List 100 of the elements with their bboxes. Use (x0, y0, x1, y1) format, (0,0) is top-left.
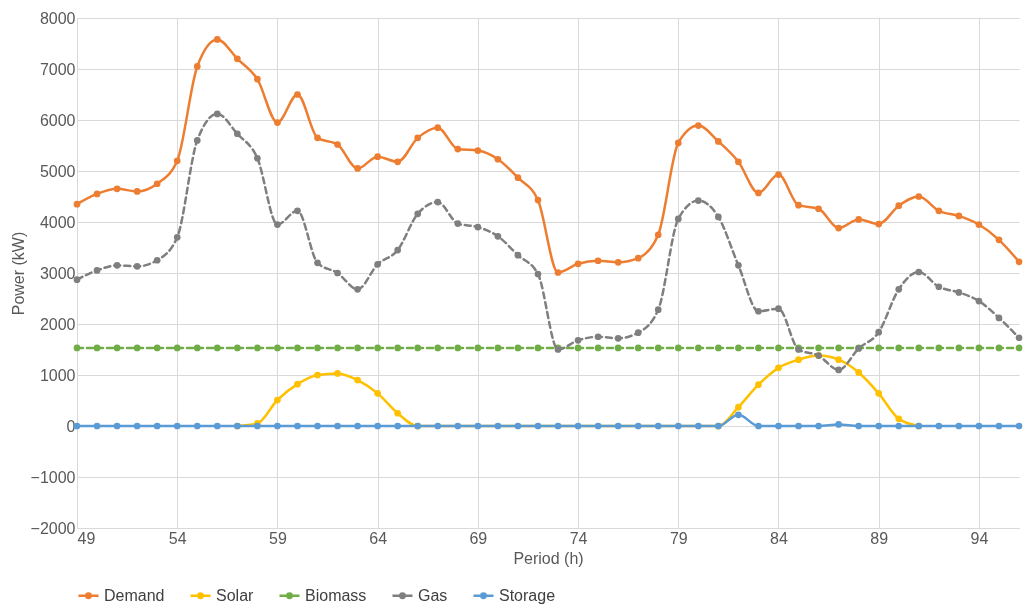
point (694, 197, 702, 204)
point (634, 329, 642, 337)
point (915, 193, 923, 200)
point (975, 221, 983, 228)
point (173, 344, 181, 352)
point (193, 422, 201, 430)
point (133, 422, 141, 430)
point (735, 344, 742, 352)
point (935, 422, 943, 430)
point (133, 263, 141, 270)
point (1015, 422, 1023, 430)
point (254, 154, 261, 162)
point (294, 207, 301, 215)
point (614, 334, 622, 342)
point (534, 196, 542, 204)
point (654, 344, 662, 352)
point (394, 422, 402, 430)
point (93, 344, 101, 352)
point (474, 223, 482, 231)
point (594, 257, 602, 265)
point (534, 344, 542, 352)
point (835, 356, 842, 364)
point (835, 224, 842, 232)
point (494, 344, 502, 352)
point (354, 422, 361, 430)
point (935, 207, 943, 215)
y-axis-title: Power (kW) (9, 231, 27, 316)
x-tick-label: 64 (369, 529, 388, 547)
point (554, 422, 562, 430)
y-tick-label: −1000 (30, 468, 76, 486)
point (795, 201, 802, 209)
x-tick-label: 54 (168, 529, 187, 547)
point (454, 422, 462, 430)
point (534, 422, 542, 430)
point (294, 91, 301, 98)
point (354, 376, 361, 384)
point (654, 306, 662, 314)
point (334, 422, 341, 430)
point (173, 233, 181, 241)
point (274, 119, 281, 126)
point (233, 55, 241, 63)
point (895, 422, 903, 430)
point (835, 366, 842, 374)
y-tick-label: 1000 (39, 366, 76, 384)
x-tick-label: 84 (770, 529, 788, 547)
x-tick-label: 74 (569, 529, 588, 547)
point (454, 145, 462, 153)
point (935, 283, 943, 291)
point (715, 344, 722, 352)
point (254, 344, 261, 352)
point (574, 336, 582, 344)
point (895, 285, 903, 293)
point (514, 174, 522, 181)
point (755, 189, 762, 197)
point (514, 344, 522, 352)
point (614, 422, 622, 430)
point (574, 260, 582, 268)
point (674, 344, 682, 352)
legend-label: Biomass (305, 586, 367, 604)
point (674, 139, 682, 147)
point (153, 344, 161, 352)
point (394, 344, 402, 352)
point (294, 422, 301, 430)
x-tick-label: 79 (669, 529, 688, 547)
point (654, 231, 662, 239)
point (334, 269, 341, 277)
point (875, 344, 883, 352)
point (1015, 258, 1023, 266)
point (434, 422, 442, 430)
point (374, 422, 381, 430)
point (213, 344, 221, 352)
point (955, 212, 963, 220)
point (995, 344, 1003, 352)
point (975, 422, 983, 430)
point (895, 344, 903, 352)
point (213, 36, 221, 43)
point (113, 185, 121, 193)
point (434, 124, 442, 131)
point (294, 344, 301, 352)
x-tick-label: 59 (269, 529, 287, 547)
point (915, 344, 923, 352)
y-tick-label: 8000 (39, 9, 76, 27)
point (875, 328, 883, 336)
point (454, 220, 462, 227)
point (654, 422, 662, 430)
point (374, 260, 381, 268)
point (414, 210, 422, 218)
point (755, 344, 762, 352)
point (173, 157, 181, 165)
point (694, 122, 702, 129)
point (574, 422, 582, 430)
point (534, 270, 542, 278)
point (735, 262, 742, 269)
point (554, 269, 562, 276)
point (955, 344, 963, 352)
point (153, 422, 161, 430)
point (875, 390, 883, 397)
point (735, 403, 742, 411)
point (334, 344, 341, 352)
point (434, 344, 442, 352)
